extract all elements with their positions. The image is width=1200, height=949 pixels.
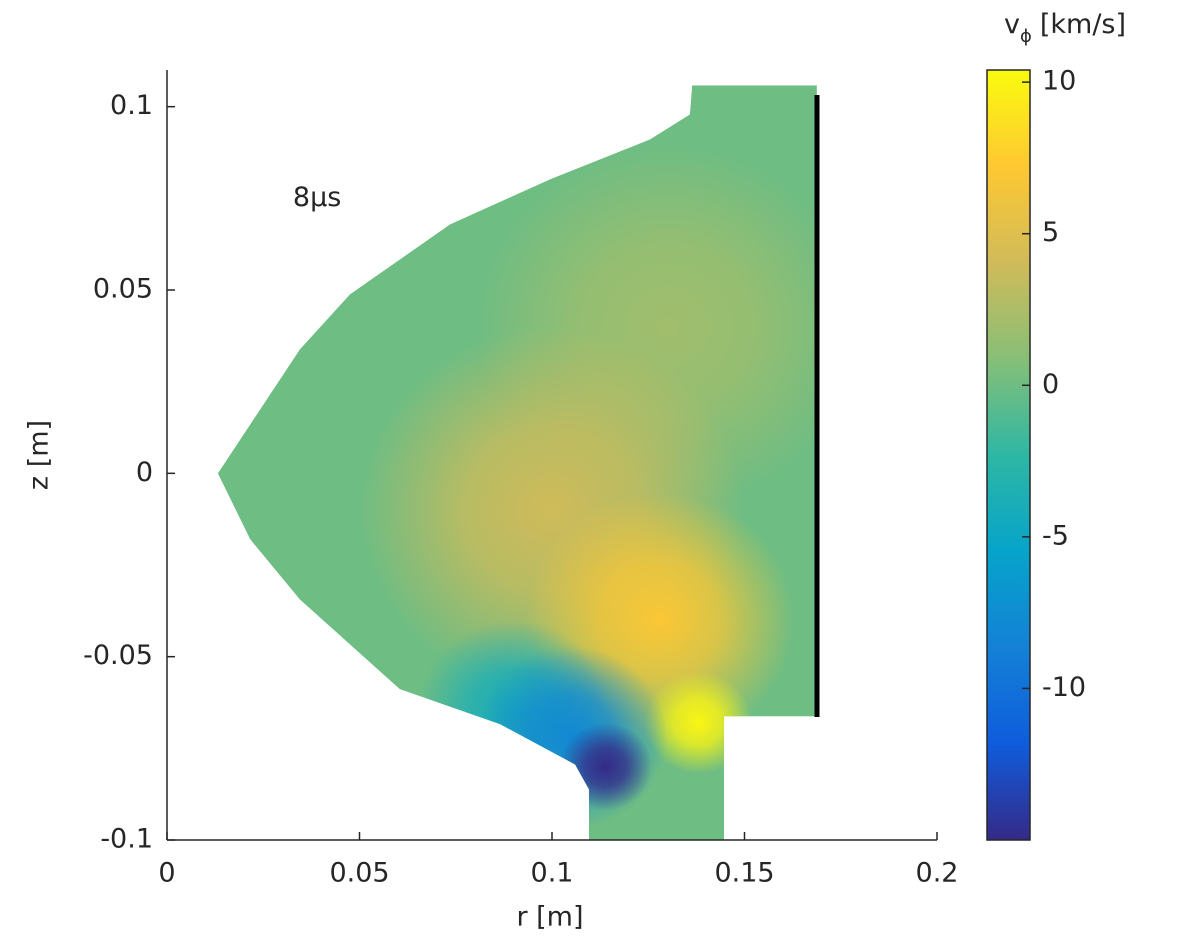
colorbar-label: vϕ [km/s] xyxy=(1004,9,1126,48)
x-tick-label: 0.2 xyxy=(916,858,959,889)
axes: 0 0.05 0.1 0.15 0.2 -0.1 -0.05 0 0.05 0.1 8μs -10 -5… xyxy=(83,66,1086,889)
y-tick-label: -0.05 xyxy=(83,640,153,671)
colorbar-tick-label: 5 xyxy=(1042,217,1059,248)
x-tick-label: 0.05 xyxy=(329,858,389,889)
colorbar-tick-label: 0 xyxy=(1042,369,1059,400)
y-tick-label: -0.1 xyxy=(100,824,153,855)
field-feature xyxy=(559,722,653,811)
colorbar-tick-label: -5 xyxy=(1042,520,1069,551)
colorbar-tick-label: -10 xyxy=(1042,672,1086,703)
colorbar xyxy=(986,69,1031,841)
annotation: 8μs xyxy=(293,182,341,213)
y-tick-label: 0.05 xyxy=(93,274,153,305)
x-axis-label: r [m] xyxy=(516,902,583,933)
colorbar-label-main: v xyxy=(1004,9,1020,40)
y-tick-label: 0 xyxy=(136,457,153,488)
y-axis-label: z [m] xyxy=(24,420,55,490)
x-tick-label: 0 xyxy=(158,858,175,889)
colorbar-tick-label: 10 xyxy=(1042,66,1076,97)
x-tick-label: 0.15 xyxy=(714,858,774,889)
y-tick-label: 0.1 xyxy=(110,90,153,121)
colorbar-label-unit: [km/s] xyxy=(1040,9,1126,40)
x-tick-label: 0.1 xyxy=(531,858,574,889)
colorbar-label-sub: ϕ xyxy=(1020,26,1032,47)
